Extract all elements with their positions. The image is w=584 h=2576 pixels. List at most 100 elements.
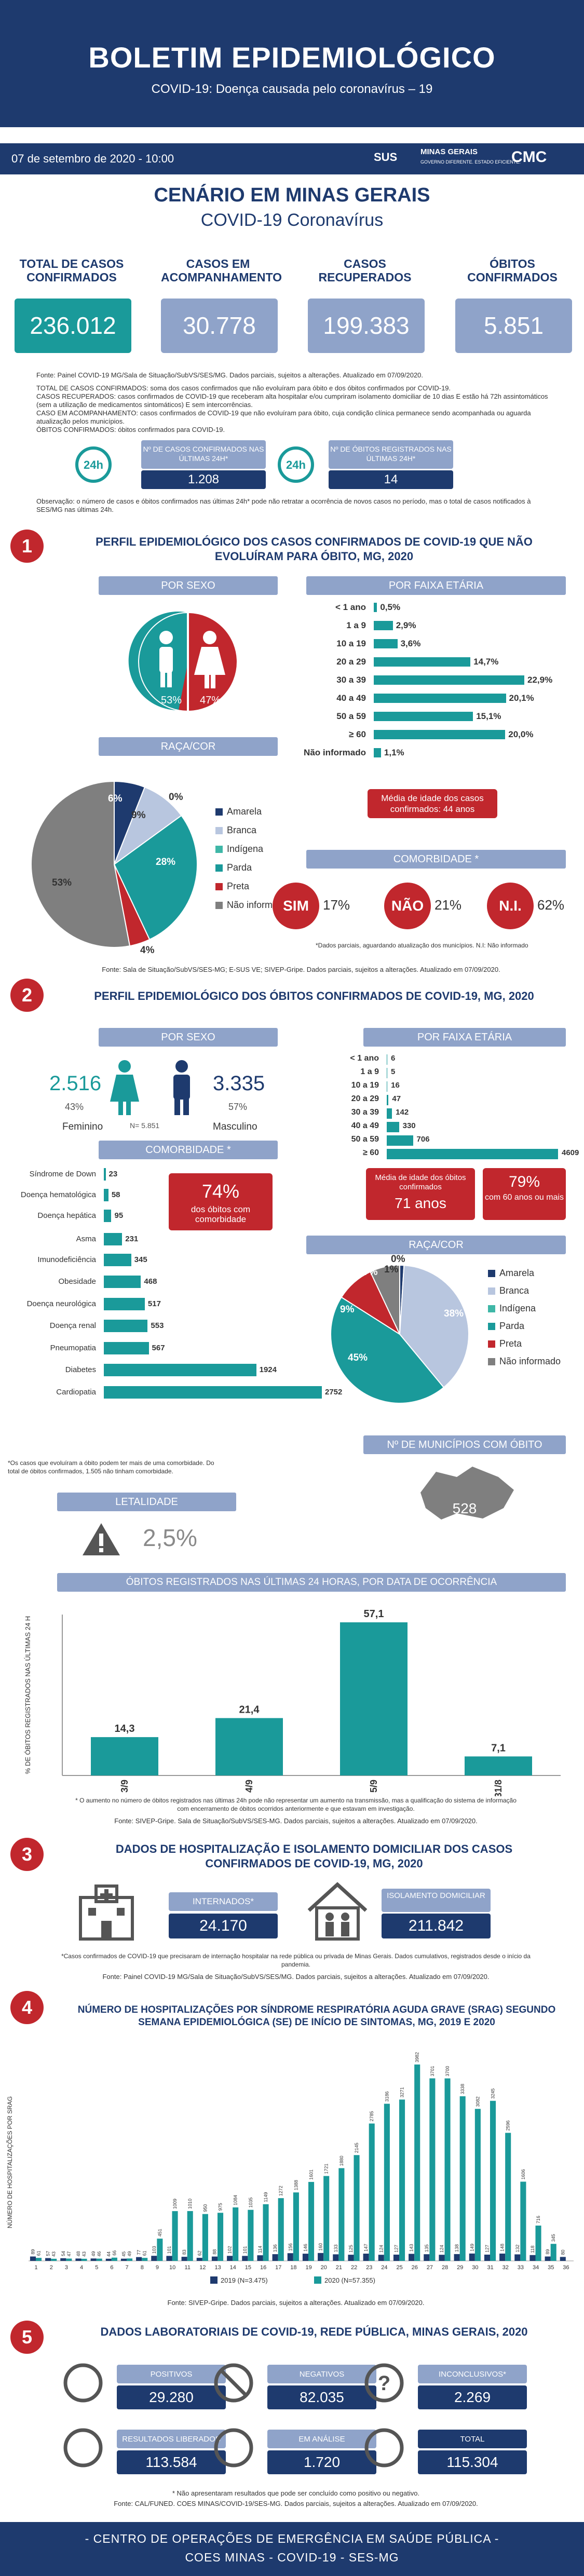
- legend-item: Amarela: [215, 806, 262, 817]
- data-label: 2785: [369, 2111, 374, 2121]
- prohibited-icon: [214, 2363, 253, 2403]
- comorbidity-value: 567: [152, 1344, 165, 1352]
- bar: [287, 2253, 293, 2261]
- s2-age-title: POR FAIXA ETÁRIA: [363, 1028, 566, 1047]
- data-label: 3082: [475, 2096, 480, 2107]
- bar: [363, 2254, 369, 2261]
- comorbidity-bar: [104, 1342, 149, 1354]
- data-label: 138: [454, 2244, 459, 2252]
- data-label: 49: [127, 2251, 132, 2256]
- data-label: 133: [333, 2244, 338, 2252]
- data-label: 48: [76, 2251, 81, 2256]
- age-bar: [374, 603, 377, 612]
- age-label: 20 a 29: [351, 1094, 379, 1103]
- svg-text:24h: 24h: [84, 458, 103, 471]
- data-label: 1388: [293, 2180, 298, 2190]
- comorbidity-value: 58: [111, 1190, 120, 1199]
- lab-value: 113.584: [117, 2450, 226, 2474]
- age-label: 50 a 59: [351, 1135, 379, 1144]
- minas-gerais-map-icon: [420, 1467, 514, 1520]
- data-label: 975: [218, 2203, 223, 2211]
- deaths-24h-chart: % DE ÓBITOS REGISTRADOS NAS ÚLTIMAS 24 H…: [24, 1608, 561, 1796]
- x-tick-label: 15: [245, 2265, 251, 2271]
- s2-race-title: RAÇA/COR: [306, 1236, 566, 1254]
- x-tick-label: 18: [290, 2265, 296, 2271]
- x-tick-label: 23: [366, 2265, 372, 2271]
- bar: [81, 2258, 87, 2261]
- bar: [302, 2254, 308, 2261]
- s1-race-pie: [31, 780, 198, 948]
- kpi-label: CASOS EM ACOMPANHAMENTO: [161, 257, 282, 284]
- legend-label: Preta: [227, 881, 250, 891]
- age-label: ≥ 60: [349, 729, 366, 739]
- icon-shape: ?: [378, 2372, 390, 2395]
- legend-label: Branca: [227, 825, 257, 835]
- bar: [340, 1622, 408, 1775]
- age-label: 50 a 59: [336, 711, 366, 721]
- age-label: 40 a 49: [336, 693, 366, 703]
- age-bar: [387, 1095, 389, 1105]
- bar: [429, 2078, 436, 2261]
- s5-note: * Não apresentaram resultados que pode s…: [172, 2489, 420, 2497]
- section-number-5: 5: [10, 2321, 44, 2354]
- comorb-sim-pct: 17%: [323, 897, 350, 913]
- x-tick-label: 11: [185, 2265, 191, 2271]
- comorb-nao-badge: NÃO: [384, 883, 431, 929]
- data-label: 345: [551, 2234, 556, 2242]
- age-bar: [387, 1135, 413, 1146]
- bar: [75, 2258, 82, 2261]
- bar: [354, 2155, 360, 2261]
- bar: [424, 2254, 430, 2261]
- hospitalized-value: 24.170: [169, 1914, 278, 1938]
- cases-24h-label: Nº DE CASOS CONFIRMADOS NAS ÚLTIMAS 24H*: [141, 440, 266, 469]
- x-tick-label: 26: [412, 2265, 418, 2271]
- x-tick-label: 8: [141, 2265, 144, 2271]
- age-value: 14,7%: [473, 657, 499, 667]
- s1-male-pct: 53%: [161, 695, 182, 706]
- s1-age-title: POR FAIXA ETÁRIA: [306, 576, 566, 595]
- clock-24h-icon: 24h: [75, 446, 112, 483]
- age-label: Não informado: [304, 748, 366, 757]
- bar: [136, 2257, 142, 2261]
- kpi-value: 5.851: [455, 299, 572, 353]
- age-value: 6: [391, 1054, 396, 1063]
- bar: [111, 2257, 117, 2261]
- bar: [369, 2123, 375, 2261]
- bar: [211, 2256, 218, 2261]
- kpi-value: 199.383: [308, 299, 425, 353]
- legend-item: Preta: [215, 881, 249, 892]
- footer-line-1: - CENTRO DE OPERAÇÕES DE EMERGÊNCIA EM S…: [85, 2532, 499, 2545]
- data-label: 127: [484, 2245, 490, 2253]
- age-value: 3,6%: [400, 639, 421, 648]
- legend-label: Branca: [499, 1285, 529, 1296]
- bar: [215, 1718, 283, 1775]
- comorb-sim-badge: SIM: [273, 883, 319, 929]
- minas-gerais-logo: MINAS GERAIS GOVERNO DIFERENTE. ESTADO EF…: [420, 147, 521, 165]
- definitions: TOTAL DE CASOS CONFIRMADOS: soma dos cas…: [36, 384, 550, 434]
- data-label: 80: [560, 2249, 565, 2255]
- bar: [51, 2258, 57, 2261]
- data-label: 147: [363, 2244, 369, 2252]
- section-number-1: 1: [10, 530, 44, 563]
- bar: [66, 2258, 72, 2261]
- bar: [272, 2254, 278, 2261]
- bar: [465, 1756, 532, 1775]
- x-tick-label: 9: [156, 2265, 159, 2271]
- data-label: 46: [97, 2252, 102, 2257]
- data-label: 88: [212, 2249, 217, 2255]
- bar: [323, 2176, 330, 2261]
- data-label: 1010: [187, 2199, 193, 2209]
- icon-shape: [214, 2363, 253, 2403]
- data-label: 89: [30, 2249, 35, 2255]
- age-bar: [387, 1149, 558, 1159]
- data-label: 2145: [354, 2143, 359, 2153]
- bar: [142, 2258, 148, 2261]
- comorbidity-value: 2752: [325, 1388, 343, 1397]
- bar: [529, 2255, 536, 2261]
- age-value: 4609: [562, 1148, 579, 1157]
- bar: [484, 2254, 490, 2261]
- isolation-label: ISOLAMENTO DOMICILIAR: [382, 1889, 491, 1912]
- bar: [181, 2257, 187, 2261]
- x-tick-label: 1: [35, 2265, 38, 2271]
- cmc-logo: CMC: [511, 148, 547, 166]
